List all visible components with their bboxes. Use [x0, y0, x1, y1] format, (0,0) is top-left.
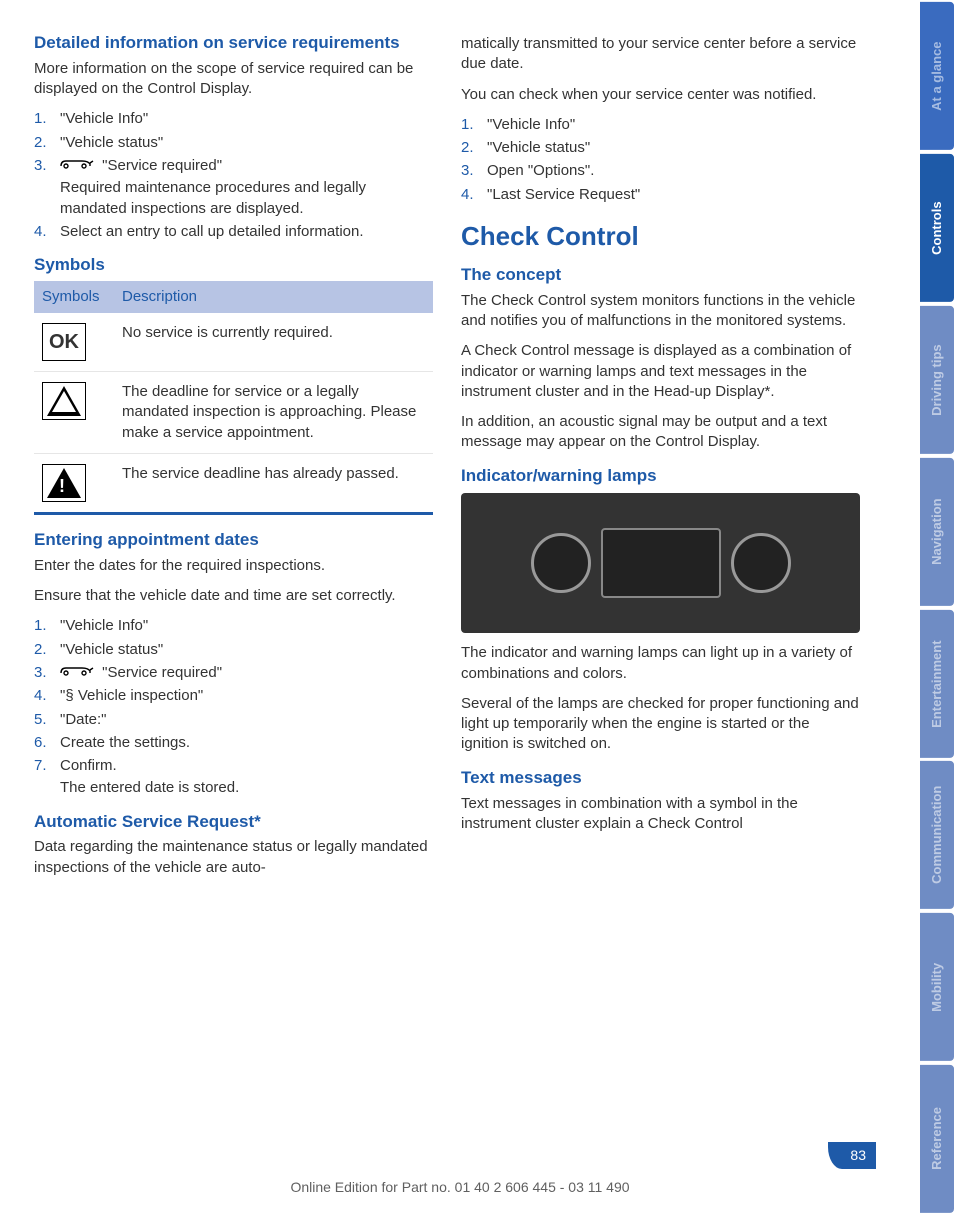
list-text: Create the settings.: [60, 734, 190, 751]
para: The indicator and warning lamps can ligh…: [461, 643, 860, 684]
car-service-icon: [60, 156, 94, 176]
para: The Check Control system monitors functi…: [461, 291, 860, 332]
heading-indicator: Indicator/warning lamps: [461, 465, 860, 488]
list-text: Open "Options".: [487, 162, 594, 179]
list-subtext: The entered date is stored.: [60, 778, 433, 798]
list-text: "§ Vehicle inspection": [60, 687, 203, 704]
para: Text messages in combination with a symb…: [461, 794, 860, 835]
para: Several of the lamps are checked for pro…: [461, 694, 860, 755]
list-text: "Vehicle status": [60, 641, 163, 658]
table-cell: The deadline for service or a legally ma…: [114, 372, 433, 454]
para: More information on the scope of service…: [34, 59, 433, 100]
para: Ensure that the vehicle date and time ar…: [34, 586, 433, 606]
list-text: "Vehicle status": [487, 139, 590, 156]
para: In addition, an acoustic signal may be o…: [461, 412, 860, 453]
table-header: Description: [114, 281, 433, 313]
para: Enter the dates for the required inspect…: [34, 556, 433, 576]
list-text: "Vehicle Info": [487, 116, 575, 133]
footer-text: Online Edition for Part no. 01 40 2 606 …: [0, 1178, 920, 1197]
tab-reference[interactable]: Reference: [920, 1065, 954, 1213]
list-text: Select an entry to call up detailed info…: [60, 223, 364, 240]
instrument-cluster-image: [461, 493, 860, 633]
tab-communication[interactable]: Communication: [920, 761, 954, 909]
list-text: "Vehicle status": [60, 134, 163, 151]
tab-mobility[interactable]: Mobility: [920, 913, 954, 1061]
tab-at-a-glance[interactable]: At a glance: [920, 2, 954, 150]
para: matically transmitted to your service ce…: [461, 34, 860, 75]
warning-triangle-exclaim-icon: [42, 464, 86, 502]
warning-triangle-icon: [42, 382, 86, 420]
table-cell: No service is currently required.: [114, 313, 433, 372]
para: A Check Control message is displayed as …: [461, 341, 860, 402]
heading-check-control: Check Control: [461, 219, 860, 254]
ordered-list: 1."Vehicle Info" 2."Vehicle status" 3.Op…: [461, 115, 860, 205]
heading-concept: The concept: [461, 264, 860, 287]
symbols-table: Symbols Description OK No service is cur…: [34, 281, 433, 515]
para: Data regarding the maintenance status or…: [34, 837, 433, 878]
ok-icon: OK: [42, 323, 86, 361]
ordered-list: 1."Vehicle Info" 2."Vehicle status" 3. "…: [34, 616, 433, 798]
tab-navigation[interactable]: Navigation: [920, 458, 954, 606]
list-text: "Date:": [60, 711, 107, 728]
side-tabs: At a glance Controls Driving tips Naviga…: [920, 0, 954, 1215]
tab-driving-tips[interactable]: Driving tips: [920, 306, 954, 454]
tab-entertainment[interactable]: Entertainment: [920, 610, 954, 758]
car-service-icon: [60, 663, 94, 683]
heading-text-messages: Text messages: [461, 767, 860, 790]
list-text: "Vehicle Info": [60, 110, 148, 127]
page-number: 83: [828, 1142, 876, 1169]
list-text: "Last Service Request": [487, 186, 640, 203]
ordered-list: 1."Vehicle Info" 2."Vehicle status" 3. "…: [34, 109, 433, 242]
heading-appointment: Entering appointment dates: [34, 529, 433, 552]
list-text: "Service required": [102, 664, 222, 681]
tab-controls[interactable]: Controls: [920, 154, 954, 302]
heading-auto-service: Automatic Service Request*: [34, 811, 433, 834]
para: You can check when your service center w…: [461, 85, 860, 105]
list-subtext: Required maintenance procedures and lega…: [60, 178, 433, 219]
table-header: Symbols: [34, 281, 114, 313]
list-text: Confirm.: [60, 757, 117, 774]
right-column: matically transmitted to your service ce…: [461, 32, 860, 888]
list-text: "Service required": [102, 157, 222, 174]
table-cell: The service deadline has already passed.: [114, 453, 433, 513]
list-text: "Vehicle Info": [60, 617, 148, 634]
heading-symbols: Symbols: [34, 254, 433, 277]
left-column: Detailed information on service requirem…: [34, 32, 433, 888]
heading-detailed-info: Detailed information on service requirem…: [34, 32, 433, 55]
